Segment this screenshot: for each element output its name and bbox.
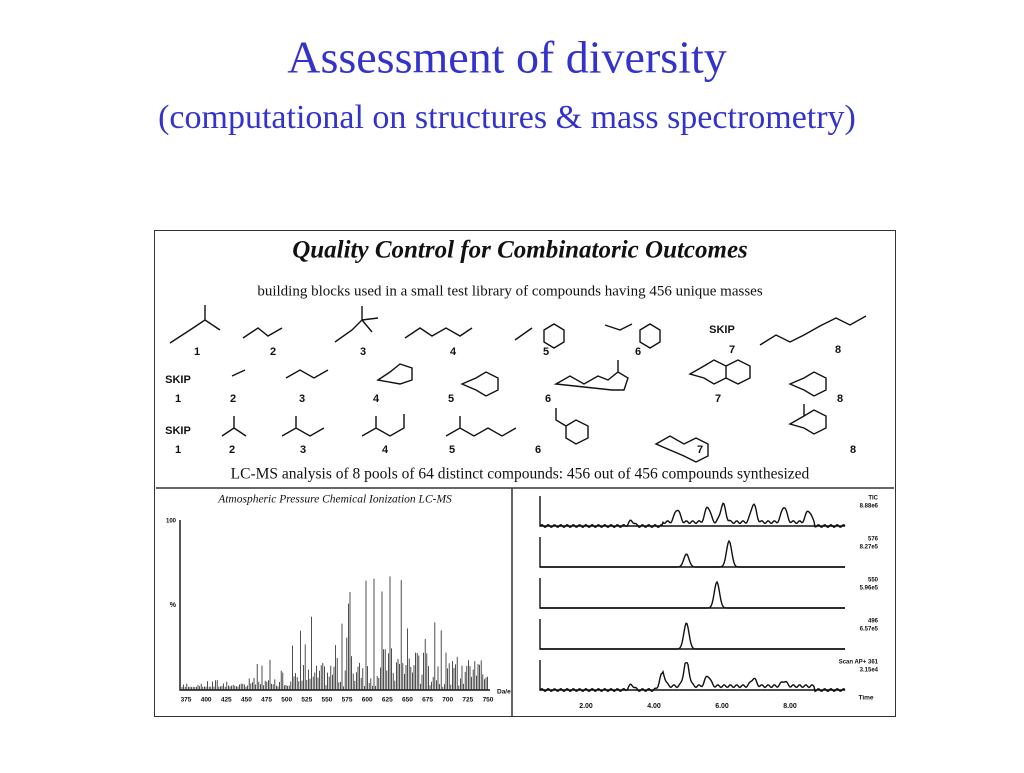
ms-x-tick-label: 675 [422, 697, 433, 704]
compound-label: 5 [543, 346, 549, 358]
lc-trace [540, 539, 845, 568]
compound-label: 6 [545, 393, 551, 405]
compound-label: 3 [300, 444, 306, 456]
lc-x-tick-label: 6.00 [715, 703, 729, 710]
lc-trace [540, 580, 845, 609]
ms-x-tick-label: 700 [442, 697, 453, 704]
ms-peaks: 375 400 425 450 475 500 525 550 575 600 625 650 675 7… [181, 576, 511, 704]
lc-trace-label: 496 [868, 619, 879, 625]
compound-label: 7 [715, 393, 721, 405]
lc-traces: TIC 8.88e6 576 8.27e5 550 5.96e5 496 6.57e5 Scan… [539, 496, 879, 710]
compound-label: SKIP [165, 425, 191, 437]
ms-x-tick-label: 500 [281, 697, 292, 704]
ms-x-tick-label: 475 [261, 697, 272, 704]
compound-label: 3 [299, 393, 305, 405]
compound-label: 8 [835, 344, 841, 356]
ms-x-label: Da/e [497, 689, 511, 696]
ms-x-tick-label: 650 [402, 697, 413, 704]
lc-trace-intensity: 6.57e5 [860, 627, 879, 633]
lc-trace-intensity: 8.27e5 [860, 545, 879, 551]
compound-label: 5 [448, 393, 454, 405]
lc-trace [539, 502, 846, 529]
ms-x-tick-label: 600 [362, 697, 373, 704]
ms-x-tick-label: 425 [221, 697, 232, 704]
lc-x-tick-label: 4.00 [647, 703, 661, 710]
compound-label: 2 [270, 346, 276, 358]
compound-label: 5 [449, 444, 455, 456]
compound-label: 4 [373, 393, 380, 405]
compound-label: 1 [175, 393, 181, 405]
lc-x-label: Time [858, 695, 873, 702]
compound-label: 1 [175, 444, 181, 456]
figure-frame [154, 230, 896, 717]
compound-label: 1 [194, 346, 200, 358]
compound-label: SKIP [709, 324, 735, 336]
ms-x-tick-label: 525 [301, 697, 312, 704]
lc-trace [539, 662, 846, 693]
compound-label: SKIP [165, 374, 191, 386]
compound-label: 8 [850, 444, 856, 456]
analysis-caption: LC-MS analysis of 8 pools of 64 distinct… [231, 466, 810, 483]
compound-label: 8 [837, 393, 843, 405]
lc-trace-label: 576 [868, 537, 879, 543]
slide-subtitle: (computational on structures & mass spec… [158, 99, 856, 136]
ms-x-tick-label: 750 [483, 697, 494, 704]
lc-x-tick-label: 8.00 [783, 703, 797, 710]
slide-title: Assessment of diversity [287, 32, 727, 83]
lc-trace-label: 550 [868, 578, 879, 584]
compound-label: 6 [635, 346, 641, 358]
ms-x-tick-label: 400 [201, 697, 212, 704]
compound-label: 2 [230, 393, 236, 405]
ms-x-tick-label: 725 [462, 697, 473, 704]
lc-trace [540, 622, 845, 650]
compound-label: 7 [697, 444, 703, 456]
chemical-structures [169, 305, 867, 463]
figure-caption: building blocks used in a small test lib… [257, 283, 763, 299]
ms-y-label: 100 [166, 519, 177, 525]
lc-trace-intensity: 3.15e4 [860, 668, 879, 674]
compound-label: 4 [382, 444, 389, 456]
compound-label: 6 [535, 444, 541, 456]
ms-title: Atmospheric Pressure Chemical Ionization… [217, 494, 452, 506]
lc-trace-intensity: 8.88e6 [860, 504, 879, 510]
lc-trace-intensity: 5.96e5 [860, 586, 879, 592]
compound-label: 3 [360, 346, 366, 358]
lc-x-tick-label: 2.00 [579, 703, 593, 710]
compound-label: 2 [229, 444, 235, 456]
ms-y-label: % [170, 602, 177, 609]
lc-trace-label: Scan AP+ 361 [839, 660, 879, 666]
ms-x-tick-label: 550 [322, 697, 333, 704]
compound-label: 7 [729, 344, 735, 356]
compound-label: 4 [450, 346, 457, 358]
ms-x-tick-label: 375 [181, 697, 192, 704]
ms-x-tick-label: 450 [241, 697, 252, 704]
ms-x-tick-label: 625 [382, 697, 393, 704]
ms-x-tick-label: 575 [342, 697, 353, 704]
lc-trace-label: TIC [868, 496, 878, 502]
figure-title: Quality Control for Combinatoric Outcome… [292, 237, 748, 264]
